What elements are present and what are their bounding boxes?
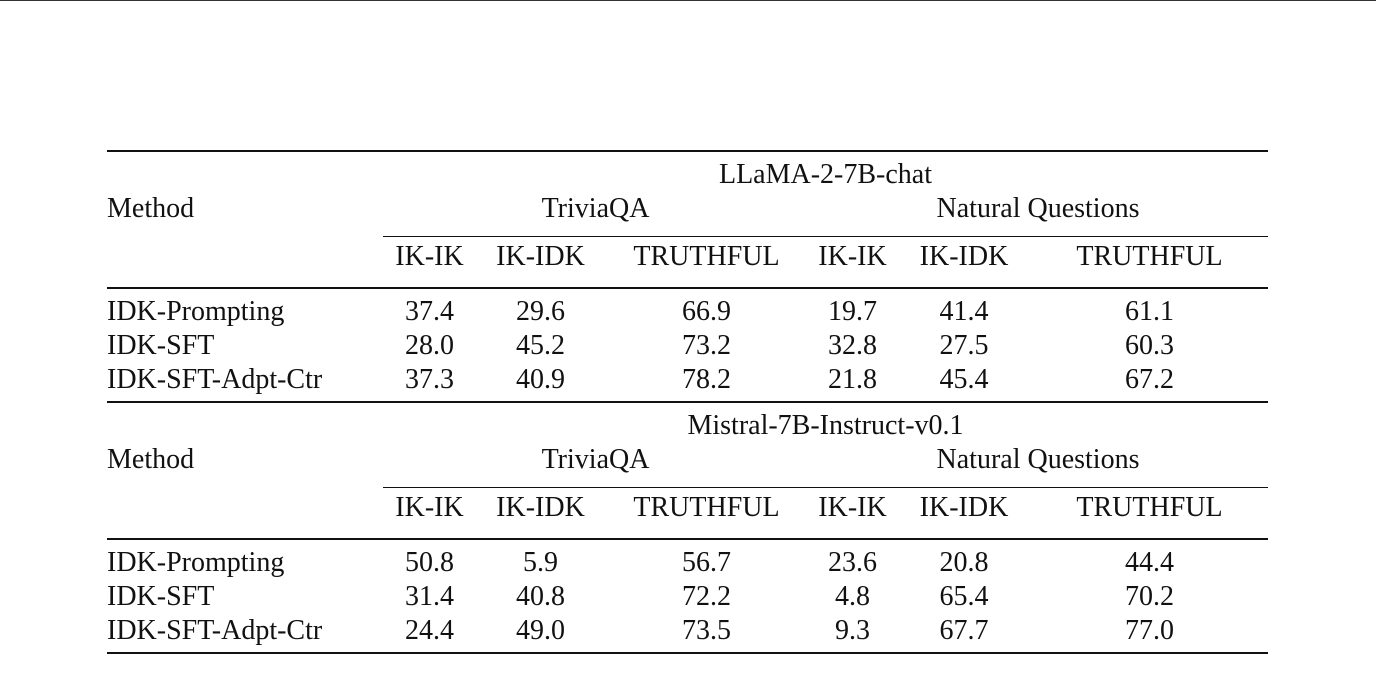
block-llama: LLaMA-2-7B-chat Method TriviaQA Natural … xyxy=(107,151,1268,402)
metric-header: IK-IK xyxy=(808,236,897,289)
metric-header: IK-IDK xyxy=(897,487,1031,540)
value-cell: 9.3 xyxy=(835,615,870,646)
metric-header: IK-IDK xyxy=(476,487,605,540)
value-cell: 73.2 xyxy=(682,330,731,361)
method-name: IDK-SFT-Adpt-Ctr xyxy=(107,615,323,646)
value-cell: 67.2 xyxy=(1125,364,1174,395)
value-cell: 24.4 xyxy=(405,615,454,646)
table-row: IDK-Prompting 50.8 5.9 56.7 23.6 20.8 44… xyxy=(107,539,1268,580)
metric-header: TRUTHFUL xyxy=(1031,487,1268,540)
model-header-row: LLaMA-2-7B-chat xyxy=(107,151,1268,192)
method-name: IDK-Prompting xyxy=(107,296,285,327)
metric-header: TRUTHFUL xyxy=(605,487,808,540)
value-cell: 49.0 xyxy=(516,615,565,646)
page-top-rule xyxy=(0,0,1376,1)
metric-header: TRUTHFUL xyxy=(605,236,808,289)
value-cell: 28.0 xyxy=(405,330,454,361)
metric-header: IK-IK xyxy=(383,236,476,289)
value-cell: 44.4 xyxy=(1125,547,1174,578)
value-cell: 45.4 xyxy=(939,364,989,395)
value-cell: 29.6 xyxy=(516,296,565,327)
dataset-header-natural-questions: Natural Questions xyxy=(808,192,1268,237)
value-cell: 78.2 xyxy=(682,364,731,395)
value-cell: 32.8 xyxy=(828,330,877,361)
value-cell: 37.3 xyxy=(405,364,454,395)
value-cell: 56.7 xyxy=(682,547,731,578)
value-cell: 40.8 xyxy=(516,581,565,612)
metric-header-row: IK-IK IK-IDK TRUTHFUL IK-IK IK-IDK TRUTH… xyxy=(107,487,1268,540)
value-cell: 66.9 xyxy=(682,296,731,327)
value-cell: 23.6 xyxy=(828,547,877,578)
value-cell: 73.5 xyxy=(682,615,731,646)
table-row: IDK-SFT-Adpt-Ctr 24.4 49.0 73.5 9.3 67.7… xyxy=(107,614,1268,653)
table-row: IDK-SFT 28.0 45.2 73.2 32.8 27.5 60.3 xyxy=(107,329,1268,363)
metric-header: IK-IDK xyxy=(476,236,605,289)
model-name: LLaMA-2-7B-chat xyxy=(718,159,933,190)
value-cell: 70.2 xyxy=(1125,581,1174,612)
value-cell: 65.4 xyxy=(939,581,989,612)
value-cell: 72.2 xyxy=(682,581,731,612)
value-cell: 61.1 xyxy=(1125,296,1174,327)
value-cell: 37.4 xyxy=(405,296,454,327)
value-cell: 60.3 xyxy=(1125,330,1174,361)
value-cell: 4.8 xyxy=(835,581,870,612)
method-column-header: Method xyxy=(107,193,195,225)
value-cell: 77.0 xyxy=(1125,615,1174,646)
method-name: IDK-SFT-Adpt-Ctr xyxy=(107,364,323,395)
method-column-header: Method xyxy=(107,444,195,476)
metric-header: IK-IDK xyxy=(897,236,1031,289)
table-row: IDK-Prompting 37.4 29.6 66.9 19.7 41.4 6… xyxy=(107,288,1268,329)
dataset-header-triviaqa: TriviaQA xyxy=(383,443,808,488)
value-cell: 27.5 xyxy=(939,330,989,361)
metric-header: IK-IK xyxy=(808,487,897,540)
metric-header: IK-IK xyxy=(383,487,476,540)
metric-header-row: IK-IK IK-IDK TRUTHFUL IK-IK IK-IDK TRUTH… xyxy=(107,236,1268,289)
dataset-header-row: Method TriviaQA Natural Questions xyxy=(107,443,1268,488)
value-cell: 31.4 xyxy=(405,581,454,612)
model-name: Mistral-7B-Instruct-v0.1 xyxy=(687,410,964,441)
value-cell: 5.9 xyxy=(523,547,558,578)
metric-header: TRUTHFUL xyxy=(1031,236,1268,289)
value-cell: 67.7 xyxy=(939,615,989,646)
value-cell: 19.7 xyxy=(828,296,877,327)
value-cell: 45.2 xyxy=(516,330,565,361)
method-name: IDK-SFT xyxy=(107,581,215,612)
value-cell: 41.4 xyxy=(939,296,989,327)
method-name: IDK-Prompting xyxy=(107,547,285,578)
value-cell: 20.8 xyxy=(939,547,989,578)
table-row: IDK-SFT 31.4 40.8 72.2 4.8 65.4 70.2 xyxy=(107,580,1268,614)
value-cell: 21.8 xyxy=(828,364,877,395)
dataset-header-triviaqa: TriviaQA xyxy=(383,192,808,237)
value-cell: 40.9 xyxy=(516,364,565,395)
model-header-row: Mistral-7B-Instruct-v0.1 xyxy=(107,402,1268,443)
table-row: IDK-SFT-Adpt-Ctr 37.3 40.9 78.2 21.8 45.… xyxy=(107,363,1268,402)
value-cell: 50.8 xyxy=(405,547,454,578)
results-table: LLaMA-2-7B-chat Method TriviaQA Natural … xyxy=(107,150,1268,654)
dataset-header-natural-questions: Natural Questions xyxy=(808,443,1268,488)
block-mistral: Mistral-7B-Instruct-v0.1 Method TriviaQA… xyxy=(107,402,1268,653)
dataset-header-row: Method TriviaQA Natural Questions xyxy=(107,192,1268,237)
method-name: IDK-SFT xyxy=(107,330,215,361)
